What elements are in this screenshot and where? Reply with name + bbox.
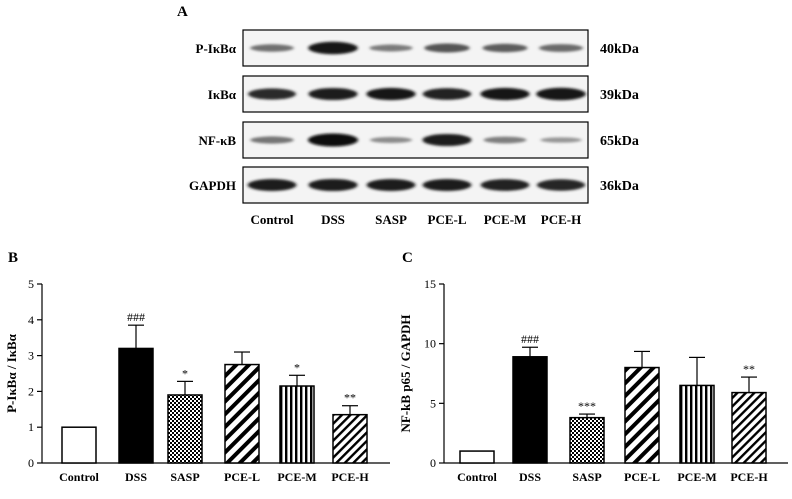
x-tick-label: SASP (572, 470, 601, 484)
bar (731, 391, 767, 464)
x-tick-label: PCE-L (624, 470, 660, 484)
blot-band (250, 136, 294, 144)
bar (512, 356, 548, 464)
bar (459, 450, 495, 464)
blot-band (247, 179, 297, 191)
blot-lane-label: PCE-H (541, 212, 581, 227)
x-tick-label: Control (59, 470, 99, 484)
blot-band (366, 179, 416, 191)
bar (624, 366, 660, 464)
bar (569, 416, 605, 464)
significance-label: *** (578, 399, 596, 413)
blot-lane-label: SASP (375, 212, 407, 227)
x-tick-label: DSS (519, 470, 541, 484)
blot-size-label: 65kDa (600, 134, 639, 149)
x-tick-label: PCE-H (331, 470, 369, 484)
chart-b: 0 1 2 3 4 5 P-IκBα / IκBα Control ### DSS * SASP PCE… (4, 277, 390, 484)
western-blot: P-IκBα 40kDa IκBα 39kDa NF-κB 65kDa GAPDH 36kDa… (189, 29, 639, 227)
y-axis-title: P-IκBα / IκBα (4, 333, 19, 413)
bar (167, 394, 203, 464)
y-tick-label: 5 (28, 277, 34, 291)
blot-band (422, 179, 472, 191)
y-tick-label: 0 (430, 456, 436, 470)
blot-lane-label: PCE-L (428, 212, 467, 227)
blot-size-label: 40kDa (600, 42, 639, 57)
y-tick-label: 0 (28, 456, 34, 470)
blot-band (540, 137, 582, 143)
blot-lane-label: PCE-M (484, 212, 527, 227)
panel-label-a: A (177, 4, 188, 20)
x-tick-label: PCE-L (224, 470, 260, 484)
blot-band (308, 87, 358, 101)
blot-protein-label: P-IκBα (196, 41, 237, 56)
blot-band (483, 136, 527, 144)
blot-lane-label: Control (250, 212, 293, 227)
blot-band (480, 179, 530, 191)
blot-band (308, 41, 358, 55)
x-tick-label: SASP (170, 470, 199, 484)
blot-band (422, 88, 472, 100)
panel-label-b: B (8, 250, 18, 266)
y-tick-label: 10 (424, 337, 436, 351)
y-tick-label: 1 (28, 420, 34, 434)
blot-size-label: 39kDa (600, 88, 639, 103)
blot-band (536, 87, 586, 101)
blot-band (424, 43, 470, 53)
chart-c: 0 5 10 15 NF-kB p65 / GAPDH Control ### DSS *** S… (398, 277, 788, 484)
blot-band (422, 133, 472, 147)
y-tick-label: 2 (28, 384, 34, 398)
y-tick-label: 3 (28, 349, 34, 363)
x-tick-label: Control (457, 470, 497, 484)
blot-lane-label: DSS (321, 212, 345, 227)
y-tick-label: 4 (28, 313, 34, 327)
blot-band (250, 44, 294, 52)
significance-label: ** (743, 362, 755, 376)
blot-row-frame (242, 166, 589, 204)
blot-band (369, 137, 413, 143)
bar (279, 385, 315, 464)
significance-label: ### (127, 310, 145, 324)
blot-band (369, 44, 413, 52)
blot-protein-label: NF-κB (198, 133, 236, 148)
blot-band (248, 88, 296, 100)
bar (679, 384, 715, 464)
significance-label: ### (521, 332, 539, 346)
panel-label-c: C (402, 250, 413, 266)
blot-band (536, 179, 586, 191)
blot-band (482, 43, 528, 53)
blot-row-frame (242, 29, 589, 67)
blot-band (308, 133, 358, 147)
blot-protein-label: IκBα (208, 87, 237, 102)
x-tick-label: PCE-M (677, 470, 716, 484)
x-tick-label: PCE-M (277, 470, 316, 484)
x-tick-label: DSS (125, 470, 147, 484)
y-axis-title: NF-kB p65 / GAPDH (398, 314, 413, 432)
significance-label: * (182, 366, 188, 380)
bar (332, 413, 368, 464)
y-tick-label: 15 (424, 277, 436, 291)
y-tick-label: 5 (430, 396, 436, 410)
blot-band (480, 87, 530, 101)
blot-protein-label: GAPDH (189, 178, 236, 193)
bar (61, 426, 97, 464)
blot-size-label: 36kDa (600, 179, 639, 194)
blot-band (538, 44, 584, 52)
significance-label: ** (344, 391, 356, 405)
blot-band (366, 87, 416, 101)
significance-label: * (294, 360, 300, 374)
bar (118, 347, 154, 464)
blot-row-frame (242, 121, 589, 159)
bar (224, 363, 260, 464)
blot-band (308, 178, 358, 192)
x-tick-label: PCE-H (730, 470, 768, 484)
